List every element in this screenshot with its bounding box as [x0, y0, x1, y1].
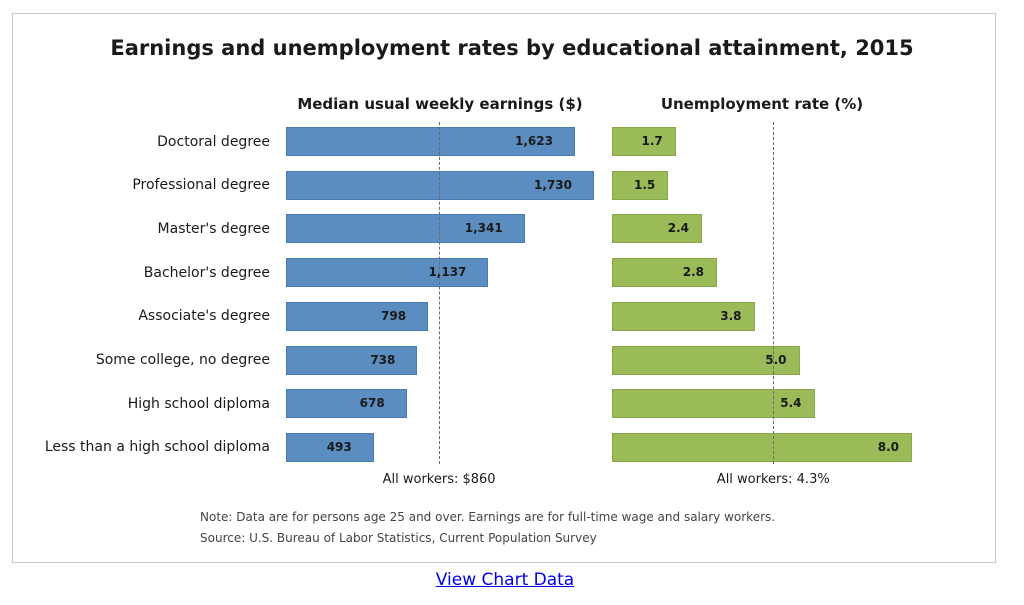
unemployment-bar [612, 432, 912, 462]
unemployment-bar [612, 258, 717, 288]
earnings-bar [286, 389, 407, 419]
earnings-bar [286, 258, 489, 288]
category-label: Some college, no degree [95, 352, 270, 368]
unemployment-value-label: 5.0 [765, 352, 787, 367]
earnings-reference-label: All workers: $860 [382, 472, 496, 487]
unemployment-bar [612, 345, 800, 375]
earnings-value-label: 738 [370, 352, 396, 367]
earnings-reference-line [439, 122, 441, 464]
earnings-bar [286, 214, 525, 244]
category-label: Less than a high school diploma [44, 439, 270, 456]
unemployment-value-label: 2.8 [682, 265, 704, 280]
unemployment-bar [612, 389, 815, 419]
earnings-value-label: 1,730 [534, 177, 572, 192]
earnings-panel-title: Median usual weekly earnings ($) [297, 95, 583, 113]
earnings-value-label: 1,623 [514, 134, 553, 148]
category-label: Associate's degree [138, 308, 270, 325]
unemployment-value-label: 5.4 [780, 396, 802, 411]
unemployment-value-label: 2.4 [667, 221, 689, 236]
category-label: Master's degree [157, 220, 270, 237]
earnings-bar [286, 345, 418, 375]
earnings-value-label: 1,341 [464, 221, 503, 236]
chart-source: Source: U.S. Bureau of Labor Statistics,… [200, 531, 597, 545]
category-label: Professional degree [132, 177, 270, 194]
earnings-value-label: 1,137 [428, 265, 467, 280]
unemployment-bar [612, 214, 702, 244]
unemployment-value-label: 1.5 [633, 177, 656, 192]
category-label: High school diploma [127, 395, 270, 412]
unemployment-panel-title: Unemployment rate (%) [660, 95, 864, 113]
unemployment-value-label: 3.8 [720, 308, 742, 323]
unemployment-bar [612, 127, 676, 156]
earnings-bar [286, 432, 374, 462]
earnings-value-label: 798 [381, 308, 407, 323]
unemployment-reference-label: All workers: 4.3% [716, 472, 830, 487]
earnings-value-label: 678 [359, 396, 385, 411]
chart-note: Note: Data are for persons age 25 and ov… [200, 510, 776, 524]
unemployment-value-label: 1.7 [641, 134, 663, 148]
chart-title: Earnings and unemployment rates by educa… [110, 36, 914, 60]
unemployment-reference-line [773, 122, 775, 464]
category-label: Doctoral degree [157, 133, 270, 150]
unemployment-bar [612, 170, 669, 200]
earnings-bar [286, 301, 429, 331]
chart-frame [12, 13, 996, 563]
earnings-value-label: 493 [326, 439, 352, 454]
category-label: Bachelor's degree [143, 264, 270, 281]
unemployment-bar [612, 301, 755, 331]
unemployment-value-label: 8.0 [877, 439, 899, 454]
view-chart-data-link[interactable]: View Chart Data [435, 570, 575, 590]
earnings-bar [286, 127, 575, 156]
